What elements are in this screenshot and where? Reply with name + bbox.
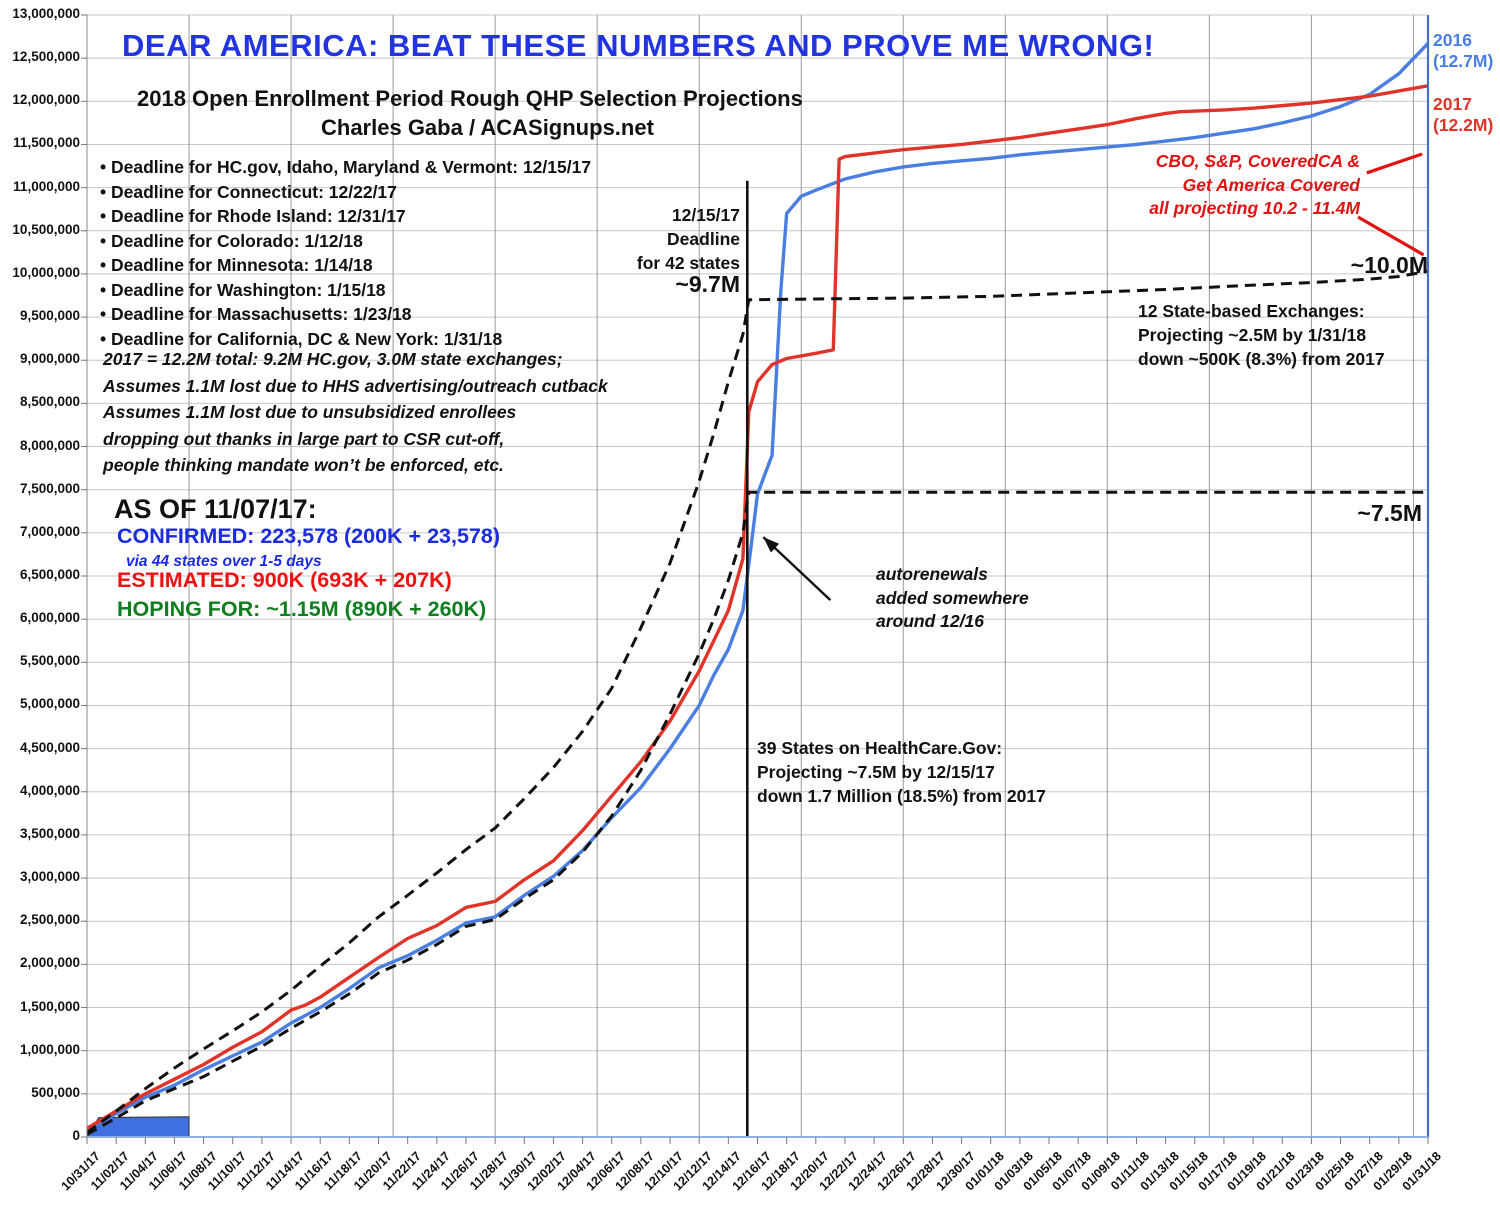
chart-plot-svg bbox=[81, 14, 1430, 1144]
chart-canvas: 0 500,000 1,000,000 1,500,000 2,000,000 2,500… bbox=[12, 6, 1494, 1194]
